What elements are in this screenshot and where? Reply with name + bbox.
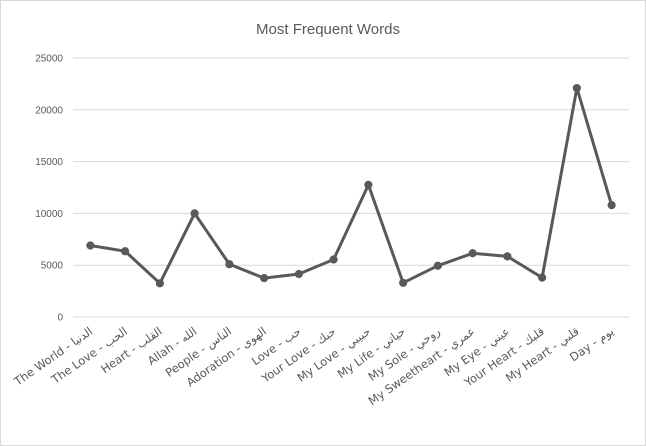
data-point-0: [86, 241, 95, 250]
data-point-7: [329, 255, 338, 264]
chart-title: Most Frequent Words: [256, 21, 400, 38]
series-line-0: [88, 86, 614, 285]
data-point-1: [121, 247, 130, 256]
y-tick-label-1: 5000: [41, 261, 64, 272]
data-point-9: [399, 278, 408, 287]
data-point-5: [260, 274, 269, 283]
data-point-15: [607, 201, 616, 210]
data-point-13: [538, 273, 547, 282]
y-tick-label-4: 20000: [35, 105, 63, 116]
data-point-10: [433, 261, 442, 270]
data-point-8: [364, 180, 373, 190]
data-point-2: [155, 279, 164, 288]
y-tick-label-3: 15000: [35, 157, 63, 168]
y-axis: 0 5000 10000 15000 20000 25000: [35, 54, 63, 324]
data-point-6: [294, 269, 303, 279]
y-tick-label-0: 0: [57, 313, 63, 324]
data-point-14: [572, 83, 581, 93]
data-point-4: [225, 260, 234, 269]
gridlines: [73, 57, 629, 318]
data-point-12: [503, 252, 512, 261]
y-tick-label-5: 25000: [35, 54, 63, 65]
y-tick-label-2: 10000: [35, 209, 63, 220]
data-point-3: [190, 209, 199, 218]
series: [86, 83, 616, 288]
data-point-11: [468, 249, 477, 258]
